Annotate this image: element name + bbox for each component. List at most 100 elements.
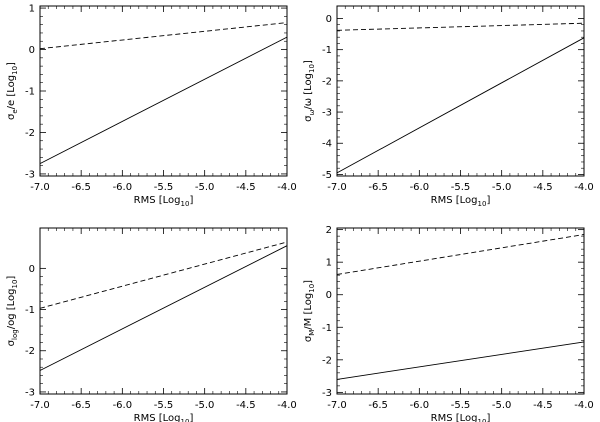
x-tick-label: -4.0 (277, 400, 297, 411)
y-tick-label: -1 (25, 305, 35, 316)
plot-frame (39, 5, 288, 177)
y-tick-label: -3 (25, 387, 35, 398)
x-axis-label-subscript: 10 (181, 418, 190, 422)
y-tick-label: -2 (322, 76, 332, 87)
y-tick-label: -3 (322, 388, 332, 399)
x-tick-label: -6.0 (113, 182, 133, 193)
y-axis-label-text: /e [Log (6, 75, 17, 109)
panel-top-right: -7.0 -6.5 -6.0 -5.5 -5.0 -4.5 -4.0 -5 -4 -3 -2 -1 0 R… (303, 5, 594, 208)
y-axis-label-sigma: σ (303, 115, 314, 122)
y-axis-label-subscript: 10 (11, 66, 19, 75)
x-tick-label: -6.0 (410, 400, 430, 411)
y-tick-label: 1 (29, 4, 35, 15)
y-tick-label: -3 (322, 108, 332, 119)
x-tick-label: -4.5 (533, 182, 553, 193)
x-tick-label: -5.0 (195, 400, 215, 411)
y-tick-label: -2 (25, 128, 35, 139)
solid-series-line (336, 37, 585, 174)
x-axis-label-text: RMS [Log (134, 413, 181, 422)
x-axis-label-bracket: ] (189, 195, 193, 206)
x-tick-label: -6.0 (410, 182, 430, 193)
x-axis-label-text: RMS [Log (431, 195, 478, 206)
y-axis-label-subscript: 10 (308, 284, 316, 293)
x-tick-label: -4.5 (533, 400, 553, 411)
y-axis-label-subscript: 10 (308, 64, 316, 73)
x-tick-label: -7.0 (327, 400, 347, 411)
dashed-series-line (39, 22, 288, 50)
y-tick-label: 0 (326, 14, 332, 25)
y-tick-label: 2 (326, 225, 332, 236)
y-axis-label-bracket: ] (303, 60, 314, 64)
x-tick-label: -5.0 (195, 182, 215, 193)
x-axis-label-bracket: ] (189, 413, 193, 422)
x-tick-label: -7.0 (327, 182, 347, 193)
x-tick-label: -7.0 (30, 400, 50, 411)
y-axis-label-sigma-subscript: e (11, 109, 19, 113)
y-tick-label: 0 (326, 290, 332, 301)
x-tick-label: -6.5 (368, 400, 388, 411)
x-axis-label-text: RMS [Log (431, 413, 478, 422)
y-axis-label-sigma: σ (303, 335, 314, 342)
y-tick-label: 1 (326, 258, 332, 269)
x-tick-label: -4.0 (574, 400, 594, 411)
plot-frame (39, 227, 288, 395)
x-axis-label-subscript: 10 (478, 418, 487, 422)
x-tick-label: -4.5 (236, 182, 256, 193)
x-tick-label: -6.5 (71, 182, 91, 193)
x-tick-label: -6.0 (113, 400, 133, 411)
y-axis-label-sigma-subscript: log (11, 329, 19, 340)
plot-frame (336, 227, 585, 395)
y-axis-label-sigma-subscript: ω (308, 110, 316, 116)
x-axis-label: RMS [Log10] (431, 195, 491, 208)
x-tick-label: -7.0 (30, 182, 50, 193)
x-tick-label: -5.5 (154, 182, 174, 193)
panel-bottom-left: -7.0 -6.5 -6.0 -5.5 -5.0 -4.5 -4.0 -3 -2 -1 0 RMS [… (6, 227, 297, 422)
x-axis-label: RMS [Log10] (134, 413, 194, 422)
y-tick-label: -4 (322, 139, 332, 150)
x-tick-label: -5.5 (451, 400, 471, 411)
y-tick-label: -1 (322, 45, 332, 56)
x-axis-label-bracket: ] (486, 195, 490, 206)
x-tick-label: -4.0 (277, 182, 297, 193)
y-tick-label: -2 (322, 355, 332, 366)
y-tick-label: -2 (25, 346, 35, 357)
y-axis-label: σe/e [Log10] (6, 62, 19, 120)
dashed-series-line (336, 22, 585, 31)
x-axis-label: RMS [Log10] (134, 195, 194, 208)
y-tick-label: 0 (29, 45, 35, 56)
solid-series-line (39, 245, 288, 371)
y-axis-label-text: /og [Log (6, 289, 17, 330)
x-tick-label: -5.5 (154, 400, 174, 411)
y-axis-label-bracket: ] (303, 280, 314, 284)
x-tick-label: -4.5 (236, 400, 256, 411)
x-axis-label: RMS [Log10] (431, 413, 491, 422)
y-tick-label: -1 (25, 87, 35, 98)
y-axis-label: σM/M [Log10] (303, 280, 316, 342)
x-axis-label-subscript: 10 (478, 200, 487, 208)
y-tick-label: -3 (25, 169, 35, 180)
panel-top-left: -7.0 -6.5 -6.0 -5.5 -5.0 -4.5 -4.0 -3 -2 -1 0 1 RMS … (6, 4, 297, 208)
y-axis-label-bracket: ] (6, 62, 17, 66)
x-tick-label: -5.5 (451, 182, 471, 193)
dashed-series-line (336, 234, 585, 275)
y-axis-label-sigma: σ (6, 339, 17, 346)
x-axis-label-bracket: ] (486, 413, 490, 422)
y-axis-label-text: /M [Log (303, 293, 314, 330)
y-axis-label-bracket: ] (6, 276, 17, 280)
x-tick-label: -5.0 (492, 182, 512, 193)
y-axis-label: σlog/og [Log10] (6, 276, 19, 347)
solid-series-line (39, 36, 288, 165)
x-tick-label: -6.5 (71, 400, 91, 411)
dashed-series-line (39, 241, 288, 309)
y-axis-label-text: /ω [Log (303, 73, 314, 110)
y-axis-label: σω/ω [Log10] (303, 60, 316, 122)
x-axis-label-text: RMS [Log (134, 195, 181, 206)
x-tick-label: -6.5 (368, 182, 388, 193)
x-tick-label: -5.0 (492, 400, 512, 411)
x-axis-label-subscript: 10 (181, 200, 190, 208)
solid-series-line (336, 341, 585, 380)
y-axis-label-sigma: σ (6, 113, 17, 120)
panel-bottom-right: -7.0 -6.5 -6.0 -5.5 -5.0 -4.5 -4.0 -3 -2 -1 0 1 2 RMS… (303, 225, 594, 422)
x-tick-label: -4.0 (574, 182, 594, 193)
